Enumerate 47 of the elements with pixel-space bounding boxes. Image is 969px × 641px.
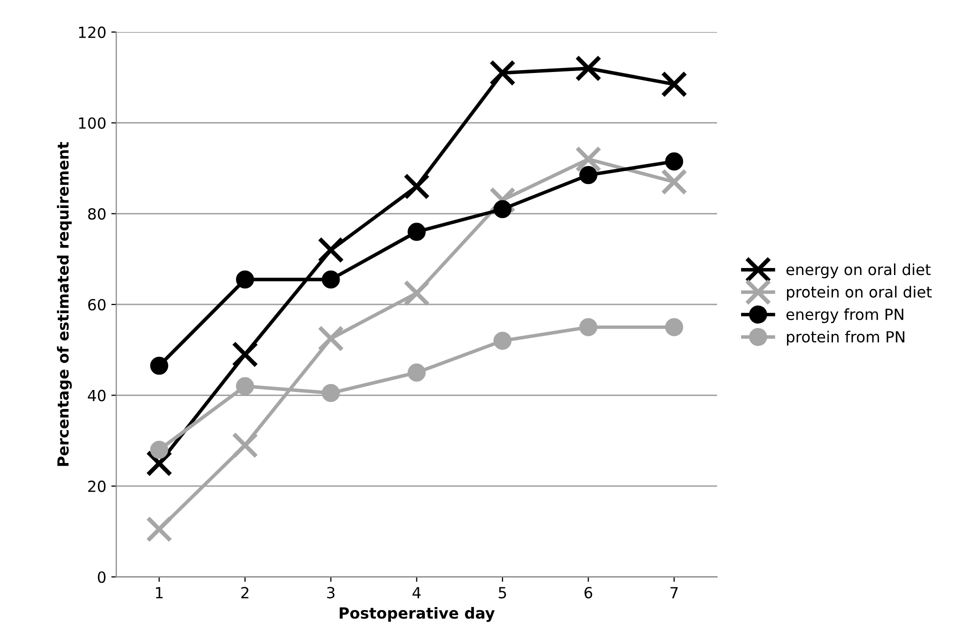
point [236,377,254,396]
point [318,325,344,352]
y-tick-label: 60 [88,298,106,310]
point [408,364,426,382]
x-tick-label: 4 [412,587,421,598]
point [665,152,684,170]
y-tick-label: 120 [79,26,106,38]
point [575,55,602,82]
x-tick-label: 5 [498,587,506,598]
point [236,270,254,289]
point [579,318,598,336]
y-tick-label: 100 [79,117,106,129]
point [232,432,258,458]
x-axis-title: Postoperative day [340,606,495,622]
legend-label: energy on oral diet [786,263,931,278]
legend-label: protein on oral diet [786,286,932,301]
point [322,384,340,402]
point [403,280,430,306]
y-tick-label: 0 [98,571,106,583]
point [493,200,512,218]
point [665,318,684,336]
y-tick-label: 40 [88,390,106,402]
x-tick-label: 1 [156,587,163,598]
point [232,341,258,368]
legend-label: protein from PN [786,330,904,346]
point [660,71,688,98]
x-tick-label: 2 [241,586,248,598]
x-tick-label: 3 [327,586,334,598]
point [489,60,516,86]
x-tick-label: 6 [584,586,592,598]
point [146,516,172,542]
point [579,166,598,184]
point [318,236,344,264]
point [150,440,168,459]
y-axis-title: Percentage of estimated requirement [56,142,72,466]
point [322,270,340,289]
point [660,168,688,196]
point [150,356,168,375]
point [403,173,430,200]
y-tick-label: 80 [88,208,106,220]
y-tick-label: 20 [88,480,106,492]
point [146,450,172,477]
x-tick-label: 7 [670,587,678,598]
point [408,222,426,241]
point [493,332,512,350]
point [575,146,602,172]
legend-label: energy from PN [786,308,904,324]
